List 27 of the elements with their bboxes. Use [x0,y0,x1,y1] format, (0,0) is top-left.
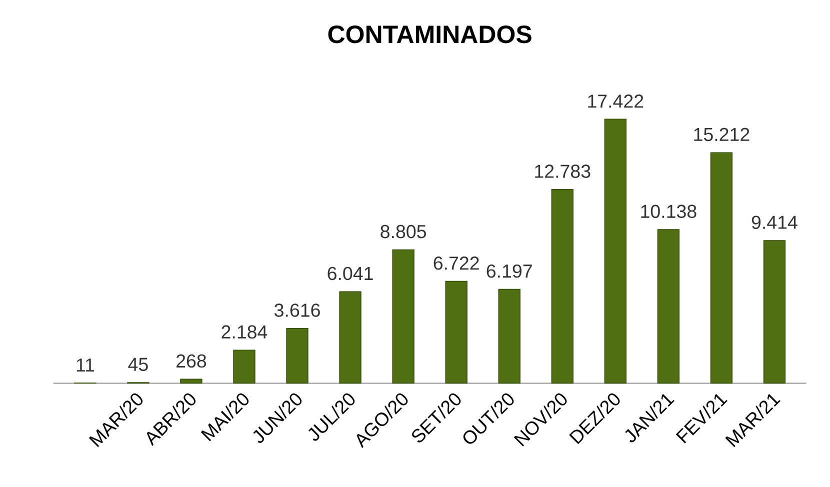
chart-title: CONTAMINADOS [328,26,532,44]
data-label: 2.184 [222,325,268,339]
data-label: 9.414 [752,216,798,230]
data-label: 17.422 [588,94,644,108]
data-label: 6.197 [486,264,532,278]
bar [551,189,574,384]
data-label: 8.805 [380,224,426,238]
bar [392,249,414,384]
bar [498,288,520,384]
bar [604,118,626,384]
data-label: 6.722 [434,256,479,270]
bar [233,350,256,384]
data-label: 12.783 [535,164,590,178]
data-label: 6.041 [328,266,373,280]
bar [763,240,786,384]
bar [180,378,202,384]
data-label: 3.616 [274,304,320,317]
data-label: 11 [76,358,94,372]
bar [657,229,680,384]
data-label: 10.138 [641,204,696,218]
data-label: 45 [128,358,148,372]
bar [445,280,468,384]
bar [339,291,362,384]
data-label: 15.212 [694,128,750,142]
data-label: 268 [176,354,206,368]
bar [286,328,308,384]
bar [710,152,733,384]
